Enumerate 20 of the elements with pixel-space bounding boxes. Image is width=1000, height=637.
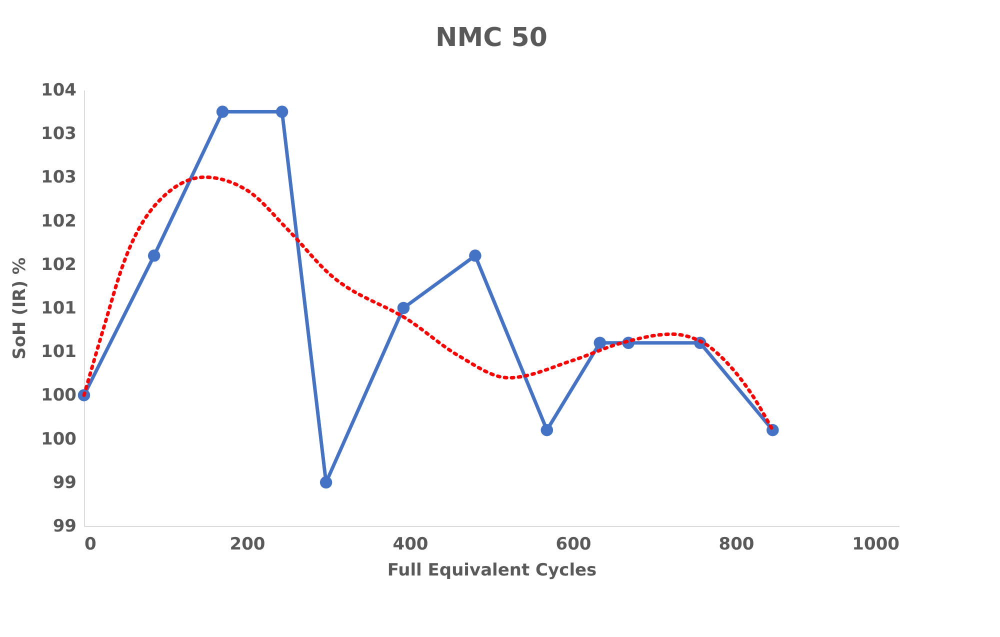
chart-title: NMC 50 <box>436 23 548 53</box>
y-tick-label: 100 <box>41 429 77 450</box>
x-tick-label: 0 <box>84 534 96 554</box>
y-tick-label: 99 <box>52 472 76 493</box>
y-tick-label: 104 <box>41 80 77 100</box>
y-tick-label: 101 <box>41 298 76 318</box>
y-tick-label: 102 <box>41 211 76 232</box>
y-tick-label: 103 <box>41 124 76 144</box>
x-tick-label: 1000 <box>852 534 900 554</box>
y-tick-label: 101 <box>41 342 76 362</box>
y-tick-label: 103 <box>41 168 76 188</box>
x-tick-label: 600 <box>556 534 592 554</box>
y-tick-label: 99 <box>52 516 76 536</box>
y-tick-label: 102 <box>41 254 76 275</box>
x-tick-label: 400 <box>392 534 428 554</box>
x-tick-label: 200 <box>230 534 266 554</box>
y-axis-title: SoH (IR) % <box>10 258 30 360</box>
x-tick-label: 800 <box>718 534 754 554</box>
y-tick-label: 100 <box>41 386 77 406</box>
x-axis-title: Full Equivalent Cycles <box>387 560 597 580</box>
